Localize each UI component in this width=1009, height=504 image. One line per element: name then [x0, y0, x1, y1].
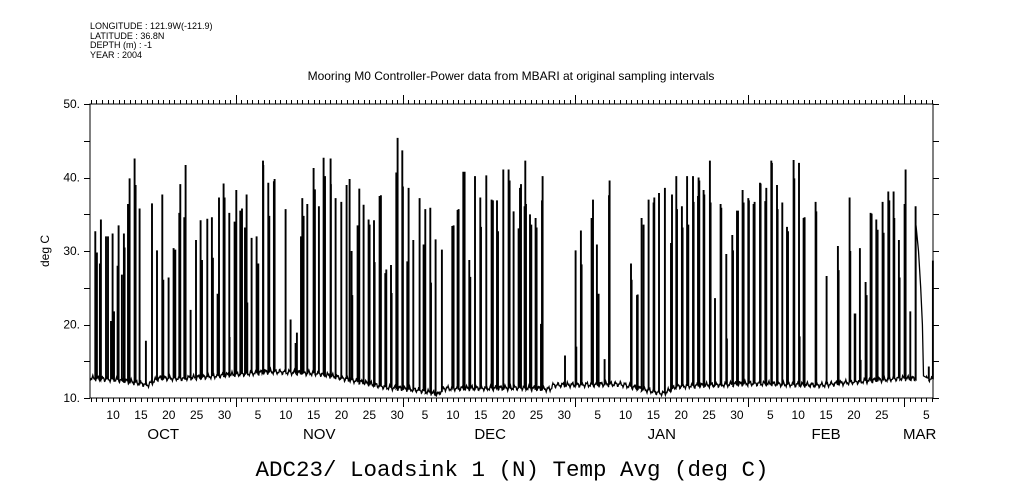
x-tick-label: 25	[702, 408, 716, 422]
x-tick-label: 30	[730, 408, 744, 422]
x-tick-label: 30	[218, 408, 232, 422]
x-tick-label: 10	[446, 408, 460, 422]
chart-title: Mooring M0 Controller-Power data from MB…	[308, 69, 715, 83]
x-tick-label: 25	[190, 408, 204, 422]
x-tick-label: 10	[106, 408, 120, 422]
month-label: DEC	[474, 426, 506, 443]
x-tick-label: 10	[792, 408, 806, 422]
x-tick-label: 15	[474, 408, 488, 422]
x-tick-label: 15	[134, 408, 148, 422]
month-label: FEB	[811, 426, 840, 443]
x-tick-label: 30	[390, 408, 404, 422]
data-line	[89, 137, 934, 398]
x-tick-label: 25	[363, 408, 377, 422]
x-tick-label: 20	[162, 408, 176, 422]
x-tick-label: 25	[530, 408, 544, 422]
y-tick-label: 10.	[63, 391, 80, 405]
header-longitude: LONGITUDE : 121.9W(-121.9)	[90, 21, 213, 31]
month-label: MAR	[903, 426, 937, 443]
x-tick-label: 20	[335, 408, 349, 422]
x-axis-label: ADC23/ Loadsink 1 (N) Temp Avg (deg C)	[255, 457, 768, 483]
x-tick-label: 20	[847, 408, 861, 422]
header-latitude: LATITUDE : 36.8N	[90, 31, 164, 41]
series	[89, 137, 934, 398]
x-tick-label: 20	[502, 408, 516, 422]
x-tick-label: 5	[923, 408, 930, 422]
month-label: JAN	[648, 426, 676, 443]
x-tick-label: 5	[767, 408, 774, 422]
header-year: YEAR : 2004	[90, 50, 142, 60]
x-tick-label: 15	[307, 408, 321, 422]
plot-frame	[89, 103, 934, 399]
x-tick-label: 5	[422, 408, 429, 422]
header-depth: DEPTH (m) : -1	[90, 40, 152, 50]
x-tick-label: 30	[558, 408, 572, 422]
y-tick-label: 20.	[63, 318, 80, 332]
axes: 10. 20. 30. 40. 50. 10 15 20 25 30 5 10 15 20 25 30 5 10 1…	[63, 95, 939, 443]
month-label: OCT	[147, 426, 179, 443]
x-tick-label: 25	[875, 408, 889, 422]
x-tick-label: 15	[647, 408, 661, 422]
month-label: NOV	[303, 426, 336, 443]
x-tick-label: 5	[255, 408, 262, 422]
y-axis-label: deg C	[38, 235, 52, 267]
x-tick-label: 5	[594, 408, 601, 422]
y-tick-label: 40.	[63, 171, 80, 185]
y-tick-label: 30.	[63, 244, 80, 258]
y-tick-label: 50.	[63, 97, 80, 111]
x-tick-label: 10	[619, 408, 633, 422]
x-tick-label: 20	[675, 408, 689, 422]
x-tick-label: 10	[279, 408, 293, 422]
x-tick-label: 15	[819, 408, 833, 422]
